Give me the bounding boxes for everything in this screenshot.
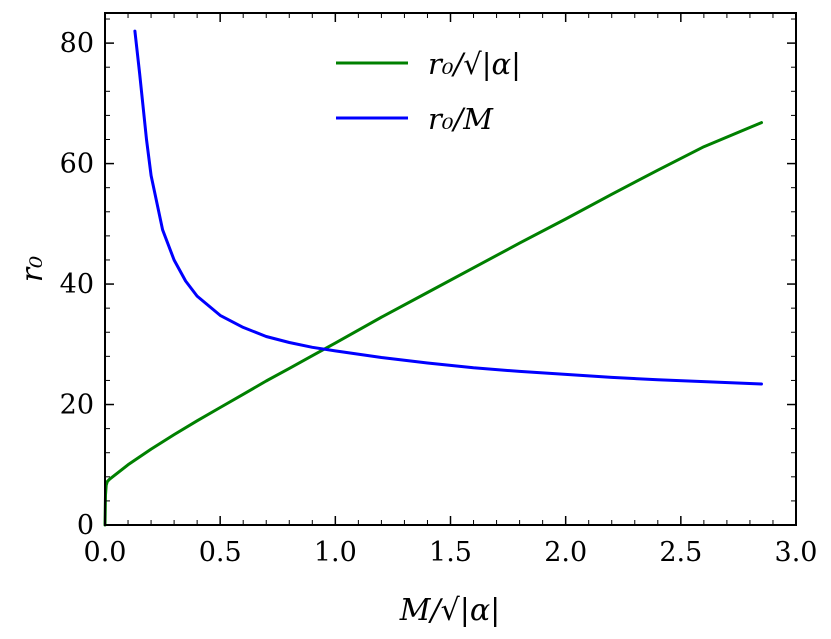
legend: r₀/√|α| r₀/M: [336, 47, 521, 136]
y-tick-label: 0: [77, 510, 94, 541]
legend-label-0: r₀/√|α|: [428, 47, 521, 81]
series-line-1: [133, 29, 763, 386]
x-tick-label: 3.0: [775, 537, 818, 568]
legend-label-1: r₀/M: [428, 102, 494, 136]
y-tick-label: 20: [60, 390, 94, 421]
series-line-0: [103, 121, 763, 527]
plot-layer: [103, 29, 763, 527]
ticks-layer: 0.0 0.5 1.0 1.5 2.0 2.5 3.0 0 20 40 60 80: [60, 13, 818, 568]
x-tick-label: 0.0: [84, 537, 127, 568]
y-tick-label: 40: [60, 269, 94, 300]
x-tick-label: 2.5: [659, 537, 702, 568]
y-tick-label: 60: [60, 149, 94, 180]
y-tick-label: 80: [60, 28, 94, 59]
x-tick-label: 1.5: [429, 537, 472, 568]
plot-frame: [104, 12, 797, 526]
y-axis-label: r₀: [15, 256, 50, 282]
x-tick-label: 2.0: [544, 537, 587, 568]
x-tick-label: 1.0: [314, 537, 357, 568]
x-axis-label: M/√|α|: [399, 593, 500, 628]
x-tick-label: 0.5: [199, 537, 242, 568]
